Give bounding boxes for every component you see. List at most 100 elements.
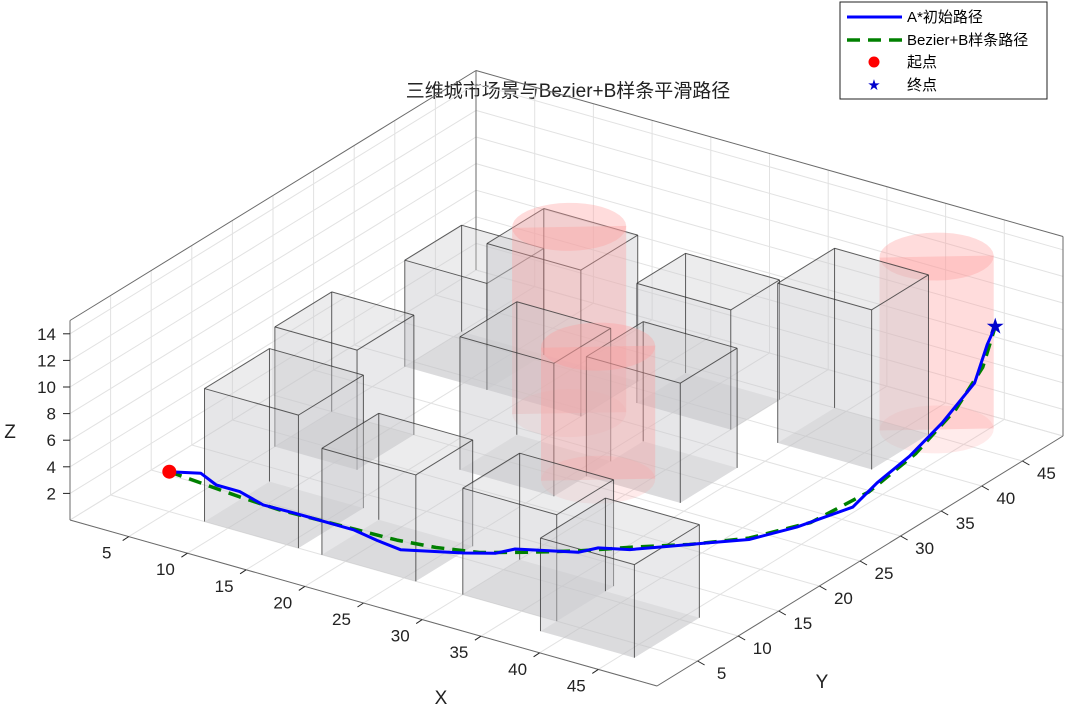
- building-edge: [404, 224, 462, 261]
- x-tick-label: 25: [332, 610, 351, 629]
- building-face: [777, 283, 872, 470]
- grid-line: [475, 242, 1064, 410]
- building: [462, 452, 615, 622]
- y-tick-label: 35: [956, 514, 975, 533]
- building-edge: [643, 321, 738, 349]
- z-tick-label: 2: [47, 484, 56, 503]
- building-edge: [459, 336, 555, 364]
- building-edge: [553, 327, 611, 364]
- building-roof: [462, 453, 614, 515]
- building-edge: [680, 347, 738, 384]
- x-tick-label: 10: [156, 560, 175, 579]
- grid-line: [475, 163, 1064, 331]
- cylinder-base: [512, 389, 627, 438]
- cylinder-obstacle: [512, 202, 627, 438]
- building-edge: [586, 356, 681, 384]
- z-tick-label: 8: [47, 405, 56, 424]
- goal-marker: ★: [985, 313, 1005, 338]
- y-tick-mark: [819, 585, 827, 591]
- building-face: [586, 356, 681, 503]
- x-tick-label: 35: [449, 643, 468, 662]
- legend-astar-label: A*初始路径: [907, 9, 983, 26]
- building-footprint: [540, 591, 700, 658]
- building-roof: [204, 348, 364, 416]
- building-roof: [460, 301, 611, 364]
- building-edge: [580, 234, 638, 271]
- building-roof: [404, 225, 544, 284]
- z-axis-label: Z: [4, 422, 16, 443]
- building-edge: [404, 259, 488, 284]
- grid-line: [475, 269, 1064, 437]
- grid-line: [475, 83, 1064, 251]
- grid-line: [69, 242, 477, 494]
- grid-line: [475, 109, 1064, 277]
- legend: A*初始路径 Bezier+B样条路径 起点 ★ 终点: [839, 1, 1048, 100]
- building-edge: [298, 374, 364, 416]
- grid-line: [69, 109, 477, 361]
- grid-line: [313, 369, 901, 537]
- axes-frame-edge: [475, 70, 1064, 237]
- axis-ticks: 5 10 15 20 25 30 35 40 45 5 10 15 20 25 30 35 40 45 2 4 6 8 10…: [37, 325, 1056, 696]
- x-axis-label: X: [435, 688, 448, 709]
- y-tick-mark: [900, 535, 908, 541]
- y-tick-mark: [1022, 460, 1030, 466]
- building-edge: [462, 487, 557, 516]
- cylinder-body: [541, 345, 656, 481]
- building-footprint: [204, 481, 364, 549]
- grid-line: [475, 189, 1064, 357]
- x-tick-label: 15: [215, 577, 234, 596]
- y-tick-label: 30: [915, 539, 934, 558]
- z-tick-label: 6: [47, 431, 56, 450]
- cylinder-top: [512, 202, 627, 251]
- building-footprint: [487, 354, 638, 417]
- y-tick-label: 45: [1037, 464, 1056, 483]
- building-face: [540, 538, 635, 658]
- building: [459, 301, 612, 497]
- building-edge: [274, 291, 332, 328]
- axes-grid: [69, 70, 1064, 687]
- building-edge: [636, 252, 686, 284]
- building-edge: [871, 274, 929, 311]
- building-edge: [543, 208, 638, 236]
- building-face: [204, 388, 299, 549]
- building-footprint: [321, 519, 473, 582]
- grid-line: [475, 216, 1064, 384]
- building-face: [730, 279, 780, 430]
- building-footprint: [586, 441, 738, 503]
- building-footprint: [777, 407, 929, 470]
- legend-goal-label: 终点: [907, 77, 937, 94]
- x-tick-mark: [181, 552, 188, 558]
- building-edge: [777, 282, 872, 311]
- cylinder-body: [879, 255, 994, 431]
- y-tick-mark: [697, 660, 705, 666]
- legend-goal-marker: ★: [867, 77, 880, 94]
- grid-line: [272, 394, 861, 562]
- building-roof: [321, 413, 473, 475]
- x-tick-label: 20: [273, 593, 292, 612]
- grid-line: [394, 319, 982, 487]
- x-tick-label: 5: [102, 544, 111, 563]
- x-tick-label: 30: [391, 627, 410, 646]
- building-edge: [519, 452, 614, 481]
- building-edge: [834, 247, 929, 276]
- building: [585, 321, 738, 503]
- z-tick-label: 12: [37, 351, 56, 370]
- cylinder-top: [541, 322, 656, 371]
- y-tick-mark: [981, 485, 990, 491]
- building-face: [634, 524, 700, 658]
- building-face: [462, 488, 557, 622]
- building-face: [871, 274, 929, 470]
- y-tick-label: 10: [753, 639, 772, 658]
- grid-line: [232, 419, 820, 587]
- building-edge: [331, 291, 415, 316]
- y-tick-label: 5: [717, 664, 726, 683]
- building-edge: [516, 301, 611, 329]
- building-face: [487, 248, 544, 390]
- x-tick-mark: [239, 569, 247, 575]
- building-face: [415, 439, 473, 582]
- building-footprint: [404, 331, 544, 390]
- building-edge: [486, 208, 545, 244]
- y-tick-mark: [737, 635, 746, 641]
- building-edge: [356, 314, 415, 351]
